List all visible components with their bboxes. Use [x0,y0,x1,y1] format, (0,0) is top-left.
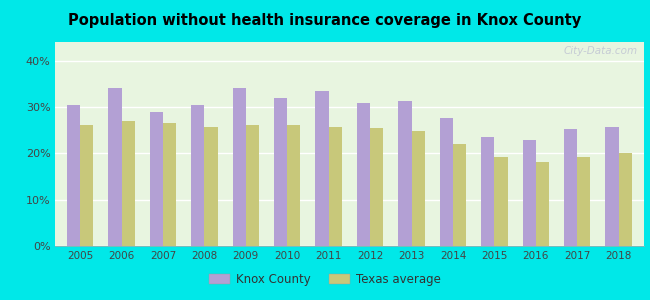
Bar [605,127,619,246]
Bar [370,128,384,246]
Bar [481,137,495,246]
Text: Population without health insurance coverage in Knox County: Population without health insurance cove… [68,14,582,28]
Bar [109,88,122,246]
Text: City-Data.com: City-Data.com [564,46,638,56]
Bar [357,103,370,246]
Legend: Knox County, Texas average: Knox County, Texas average [205,269,445,291]
Bar [536,162,549,246]
Bar [274,98,287,246]
Bar [246,125,259,246]
Bar [122,121,135,246]
Bar [619,153,632,246]
Bar [191,105,204,246]
Bar [150,112,163,246]
Bar [439,118,453,246]
Bar [329,127,342,246]
Bar [233,88,246,246]
Bar [453,144,466,246]
Bar [495,157,508,246]
Bar [315,91,329,246]
Bar [577,157,590,246]
Bar [163,123,176,246]
Bar [80,125,94,246]
Bar [564,129,577,246]
Bar [411,131,424,246]
Bar [398,101,411,246]
Bar [523,140,536,246]
Bar [67,105,80,246]
Bar [287,125,300,246]
Bar [204,127,218,246]
